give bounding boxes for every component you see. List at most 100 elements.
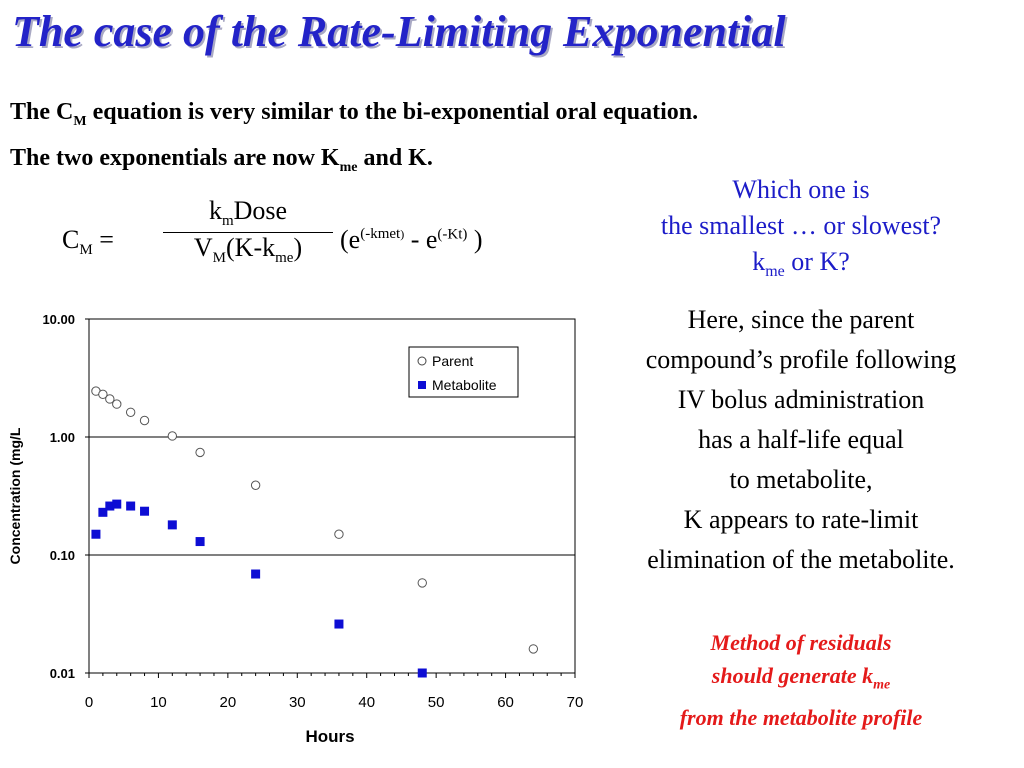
- eq-den-subscript-1: M: [212, 250, 227, 267]
- equation-exponentials: (e(-kmet) - e(-Kt) ): [340, 225, 483, 255]
- equation-numerator: kmDose: [163, 196, 333, 234]
- intro-line-2: The two exponentials are now Kme and K.: [10, 140, 698, 186]
- method-note: Method of residuals should generate kme …: [586, 626, 1016, 734]
- eq-lhs-c: C: [62, 225, 80, 254]
- metabolite-point: [112, 499, 122, 509]
- legend-parent-marker: [417, 356, 427, 366]
- eq-num-k: k: [208, 196, 222, 225]
- explanation-line-3: IV bolus administration: [677, 385, 925, 414]
- parent-point: [334, 529, 344, 539]
- explanation-line-2: compound’s profile following: [645, 345, 957, 374]
- question-text: Which one is the smallest … or slowest? …: [586, 172, 1016, 290]
- intro-line-1: The CM equation is very similar to the b…: [10, 94, 698, 140]
- eq-exp2: (-Kt): [437, 226, 468, 243]
- metabolite-point: [140, 506, 150, 516]
- question-line-1: Which one is: [732, 175, 870, 204]
- parent-point: [98, 389, 108, 400]
- parent-point: [112, 399, 122, 409]
- x-tick-label: 50: [428, 694, 445, 711]
- parent-point: [195, 447, 205, 458]
- question-line3-subscript: me: [765, 263, 785, 281]
- equation-fraction: kmDose VM(K-kme): [163, 196, 333, 267]
- eq-den-close: ): [293, 233, 303, 263]
- eq-den-k: (K-k: [226, 233, 276, 263]
- question-line-3: kme or K?: [586, 244, 1016, 290]
- question-line3-rest: or K?: [784, 247, 850, 276]
- method-line-1: Method of residuals: [710, 630, 892, 655]
- intro-line1-part-a: The C: [10, 99, 74, 125]
- chart-legend: Parent Metabolite: [408, 346, 519, 398]
- intro-line1-subscript: M: [73, 113, 87, 129]
- x-tick-label: 40: [358, 694, 375, 711]
- intro-text: The CM equation is very similar to the b…: [10, 94, 698, 186]
- question-line-2: the smallest … or slowest?: [660, 211, 942, 240]
- metabolite-point: [195, 537, 205, 547]
- method-line2-text: should generate k: [711, 663, 874, 688]
- y-axis-label: Concentration (mg/L: [7, 427, 23, 564]
- explanation-line-1: Here, since the parent: [687, 305, 915, 334]
- legend-box: [408, 346, 519, 398]
- parent-point: [250, 480, 261, 490]
- metabolite-point: [417, 668, 427, 678]
- metabolite-point: [334, 619, 344, 629]
- explanation-text: Here, since the parent compound’s profil…: [586, 300, 1016, 580]
- eq-lhs-subscript: M: [79, 242, 93, 259]
- eq-den-subscript-2: me: [275, 250, 294, 267]
- metabolite-point: [98, 507, 108, 517]
- data-points: [91, 386, 539, 678]
- method-line-2: should generate kme: [586, 659, 1016, 701]
- explanation-line-6: K appears to rate-limit: [683, 505, 919, 534]
- equation-denominator: VM(K-kme): [163, 233, 333, 267]
- x-axis-label: Hours: [305, 727, 354, 746]
- x-axis-ticks: 0 10 20 30 40 50 60 70: [85, 673, 584, 711]
- eq-exp1-a: (-k: [360, 226, 378, 243]
- explanation-line-7: elimination of the metabolite.: [647, 545, 955, 574]
- metabolite-point: [105, 501, 115, 511]
- x-tick-label: 30: [289, 694, 306, 711]
- legend-metabolite-label: Metabolite: [432, 377, 497, 393]
- method-line-3: from the metabolite profile: [679, 705, 923, 731]
- slide-title: The case of the Rate-Limiting Exponentia…: [12, 7, 786, 56]
- eq-minus: - e: [404, 225, 438, 254]
- x-tick-label: 10: [150, 694, 167, 711]
- parent-point: [105, 394, 115, 404]
- eq-exp1-close: ): [400, 227, 405, 242]
- eq-exp1-subscript: me: [377, 226, 397, 243]
- parent-point: [417, 578, 427, 588]
- parent-point: [528, 644, 539, 654]
- intro-line2-subscript: me: [339, 159, 358, 175]
- metabolite-point: [251, 569, 261, 579]
- concentration-chart: 10.001.000.100.01 0 10 20 30 40 50 60 70 Hours …: [7, 312, 584, 746]
- metabolite-point: [167, 520, 177, 530]
- method-line2-subscript: me: [873, 677, 891, 693]
- intro-line2-part-b: and K.: [357, 144, 433, 171]
- metabolite-point: [126, 501, 136, 511]
- parent-point: [139, 415, 150, 426]
- intro-line1-part-b: equation is very similar to the bi-expon…: [86, 99, 699, 125]
- question-line3-k: k: [752, 247, 766, 276]
- metabolite-point: [91, 529, 101, 539]
- x-tick-label: 60: [497, 694, 514, 711]
- parent-point: [125, 407, 136, 417]
- y-tick-label: 10.00: [42, 312, 75, 327]
- x-tick-label: 0: [85, 694, 93, 711]
- y-tick-label: 0.01: [50, 666, 75, 681]
- y-axis-ticks: 10.00 1.00 0.10 0.01: [42, 312, 89, 681]
- x-tick-label: 20: [220, 694, 237, 711]
- eq-lhs-equals: =: [92, 225, 114, 254]
- eq-den-v: V: [193, 233, 213, 263]
- explanation-line-5: to metabolite,: [729, 465, 873, 494]
- legend-metabolite-marker: [418, 381, 426, 389]
- y-tick-label: 1.00: [50, 430, 75, 445]
- parent-point: [167, 431, 178, 441]
- explanation-line-4: has a half-life equal: [698, 425, 904, 454]
- intro-line2-part-a: The two exponentials are now K: [10, 144, 340, 171]
- eq-num-subscript: m: [221, 213, 234, 230]
- eq-paren-close: ): [467, 225, 483, 254]
- equation-lhs: CM =: [62, 225, 114, 259]
- eq-paren-open: (e: [340, 225, 361, 254]
- y-tick-label: 0.10: [50, 548, 75, 563]
- eq-num-dose: Dose: [233, 196, 288, 225]
- legend-parent-label: Parent: [432, 353, 473, 369]
- x-tick-label: 70: [567, 694, 584, 711]
